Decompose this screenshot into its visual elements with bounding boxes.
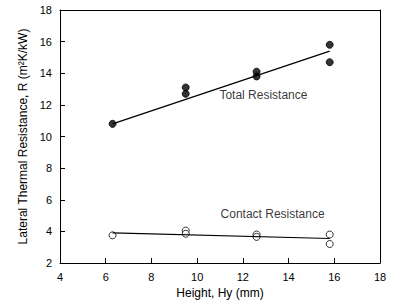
svg-text:Total Resistance: Total Resistance: [219, 88, 307, 102]
svg-text:6: 6: [46, 194, 52, 206]
svg-text:12: 12: [237, 271, 249, 283]
svg-text:14: 14: [40, 67, 52, 79]
svg-text:8: 8: [46, 162, 52, 174]
svg-text:2: 2: [46, 257, 52, 269]
svg-text:4: 4: [57, 271, 63, 283]
svg-text:18: 18: [40, 4, 52, 16]
svg-text:12: 12: [40, 99, 52, 111]
svg-text:8: 8: [148, 271, 154, 283]
svg-text:16: 16: [40, 36, 52, 48]
svg-text:10: 10: [191, 271, 203, 283]
svg-text:18: 18: [374, 271, 386, 283]
svg-text:14: 14: [282, 271, 294, 283]
svg-text:Height, Hy (mm): Height, Hy (mm): [176, 286, 263, 300]
svg-text:6: 6: [103, 271, 109, 283]
svg-text:16: 16: [328, 271, 340, 283]
svg-text:4: 4: [46, 225, 52, 237]
svg-text:Lateral Thermal Resistance, R: Lateral Thermal Resistance, R (m²K/kW): [16, 29, 30, 245]
svg-text:Contact Resistance: Contact Resistance: [221, 207, 325, 221]
svg-text:10: 10: [40, 131, 52, 143]
